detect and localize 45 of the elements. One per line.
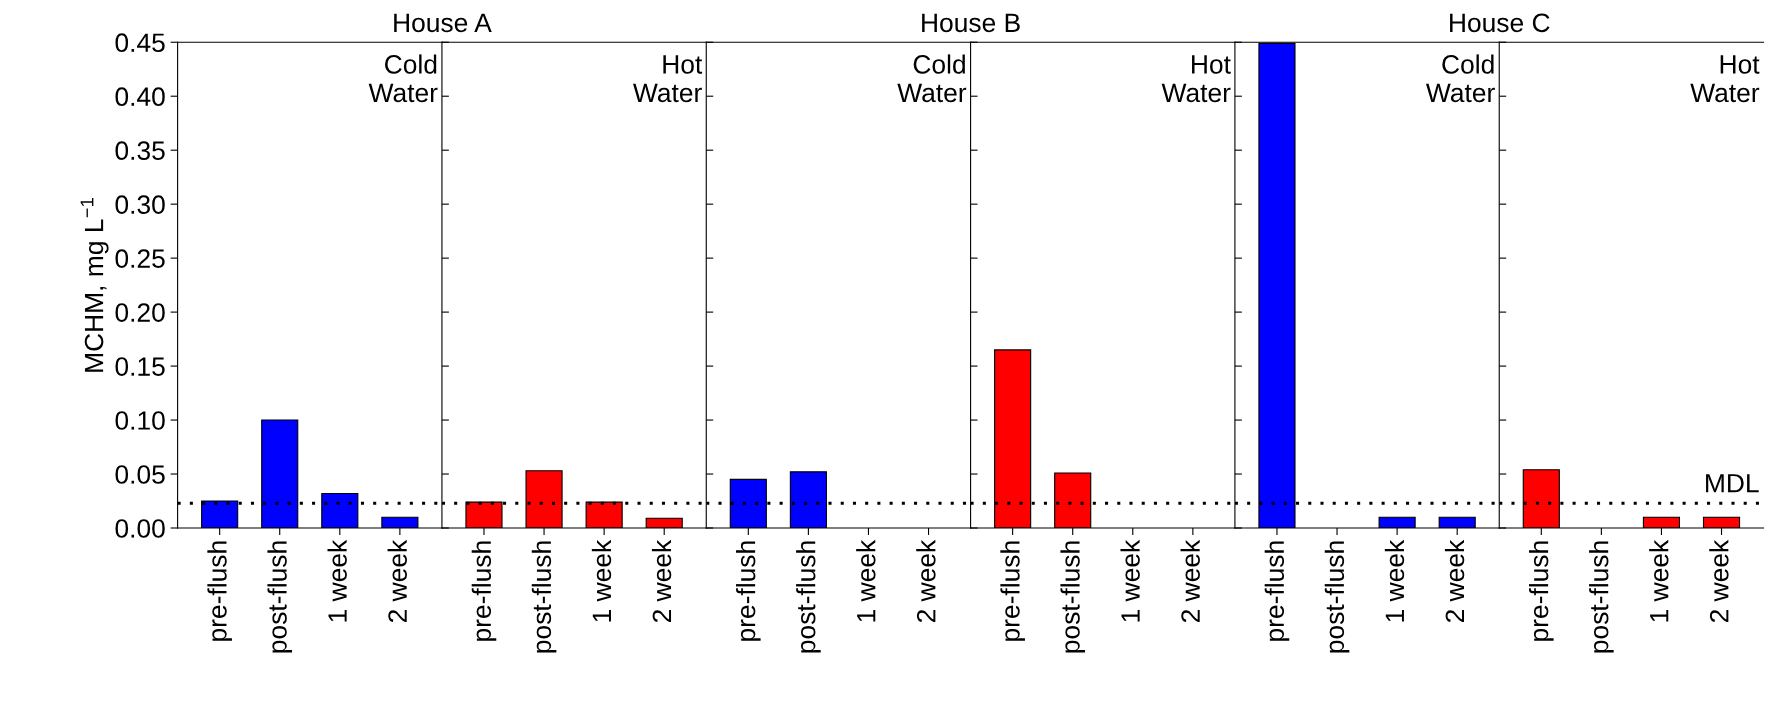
x-tick-label: post-flush (267, 541, 293, 653)
x-tick-label: pre-flush (207, 541, 232, 641)
ref-line-label: MDL (1706, 474, 1759, 493)
x-tick-label: 1 week (1649, 539, 1669, 622)
x-tick-label: pre-flush (471, 541, 497, 641)
chart-title: House A (394, 13, 492, 33)
annotation: Cold Water (897, 54, 967, 103)
x-tick-label: post-flush (1060, 541, 1086, 653)
x-tick-label: 2 week (387, 539, 407, 623)
x-tick-label: post-flush (1589, 541, 1614, 653)
x-tick-label: 2 week (1180, 539, 1200, 623)
x-tick-label: post-flush (796, 541, 821, 653)
y-tick-label: 0.35 (115, 141, 165, 161)
x-tick-label: 2 week (916, 539, 936, 623)
y-tick-label: 0.20 (115, 303, 165, 322)
y-tick-label: 0.00 (115, 519, 165, 538)
annotation: Hot Water (1690, 55, 1760, 103)
x-tick-label: pre-flush (1528, 541, 1554, 641)
x-tick-label: 1 week (327, 539, 347, 622)
y-tick-label: 0.30 (115, 195, 165, 214)
x-tick-label: pre-flush (1000, 541, 1025, 641)
x-tick-label: pre-flush (1264, 541, 1290, 641)
chart-title: House C (1450, 13, 1550, 33)
x-tick-label: post-flush (1324, 541, 1350, 653)
y-tick-label: 0.45 (115, 33, 165, 53)
x-tick-label: 1 week (1384, 539, 1405, 622)
chart-title: House B (922, 13, 1020, 33)
y-tick-label: 0.40 (115, 87, 165, 107)
x-tick-label: post-flush (531, 541, 557, 653)
y-tick-label: 0.25 (115, 249, 165, 268)
x-tick-label: 2 week (1709, 539, 1729, 623)
x-tick-label: 1 week (856, 539, 876, 622)
y-tick-label: 0.15 (115, 357, 165, 376)
y-tick-label: 0.05 (115, 465, 165, 484)
annotation: Hot Water (1161, 55, 1231, 103)
annotation: Cold Water (368, 54, 438, 103)
y-tick-label: 0.10 (115, 411, 165, 430)
y-axis-title: MCHM, mg L$^{−1}$ (80, 198, 109, 372)
x-tick-label: 1 week (591, 539, 612, 622)
x-tick-label: 2 week (1444, 539, 1465, 623)
x-tick-label: 1 week (1120, 539, 1140, 622)
annotation: Cold Water (1426, 54, 1495, 103)
annotation: Hot Water (633, 55, 703, 103)
x-tick-label: 2 week (651, 539, 672, 623)
x-tick-label: pre-flush (736, 541, 761, 641)
